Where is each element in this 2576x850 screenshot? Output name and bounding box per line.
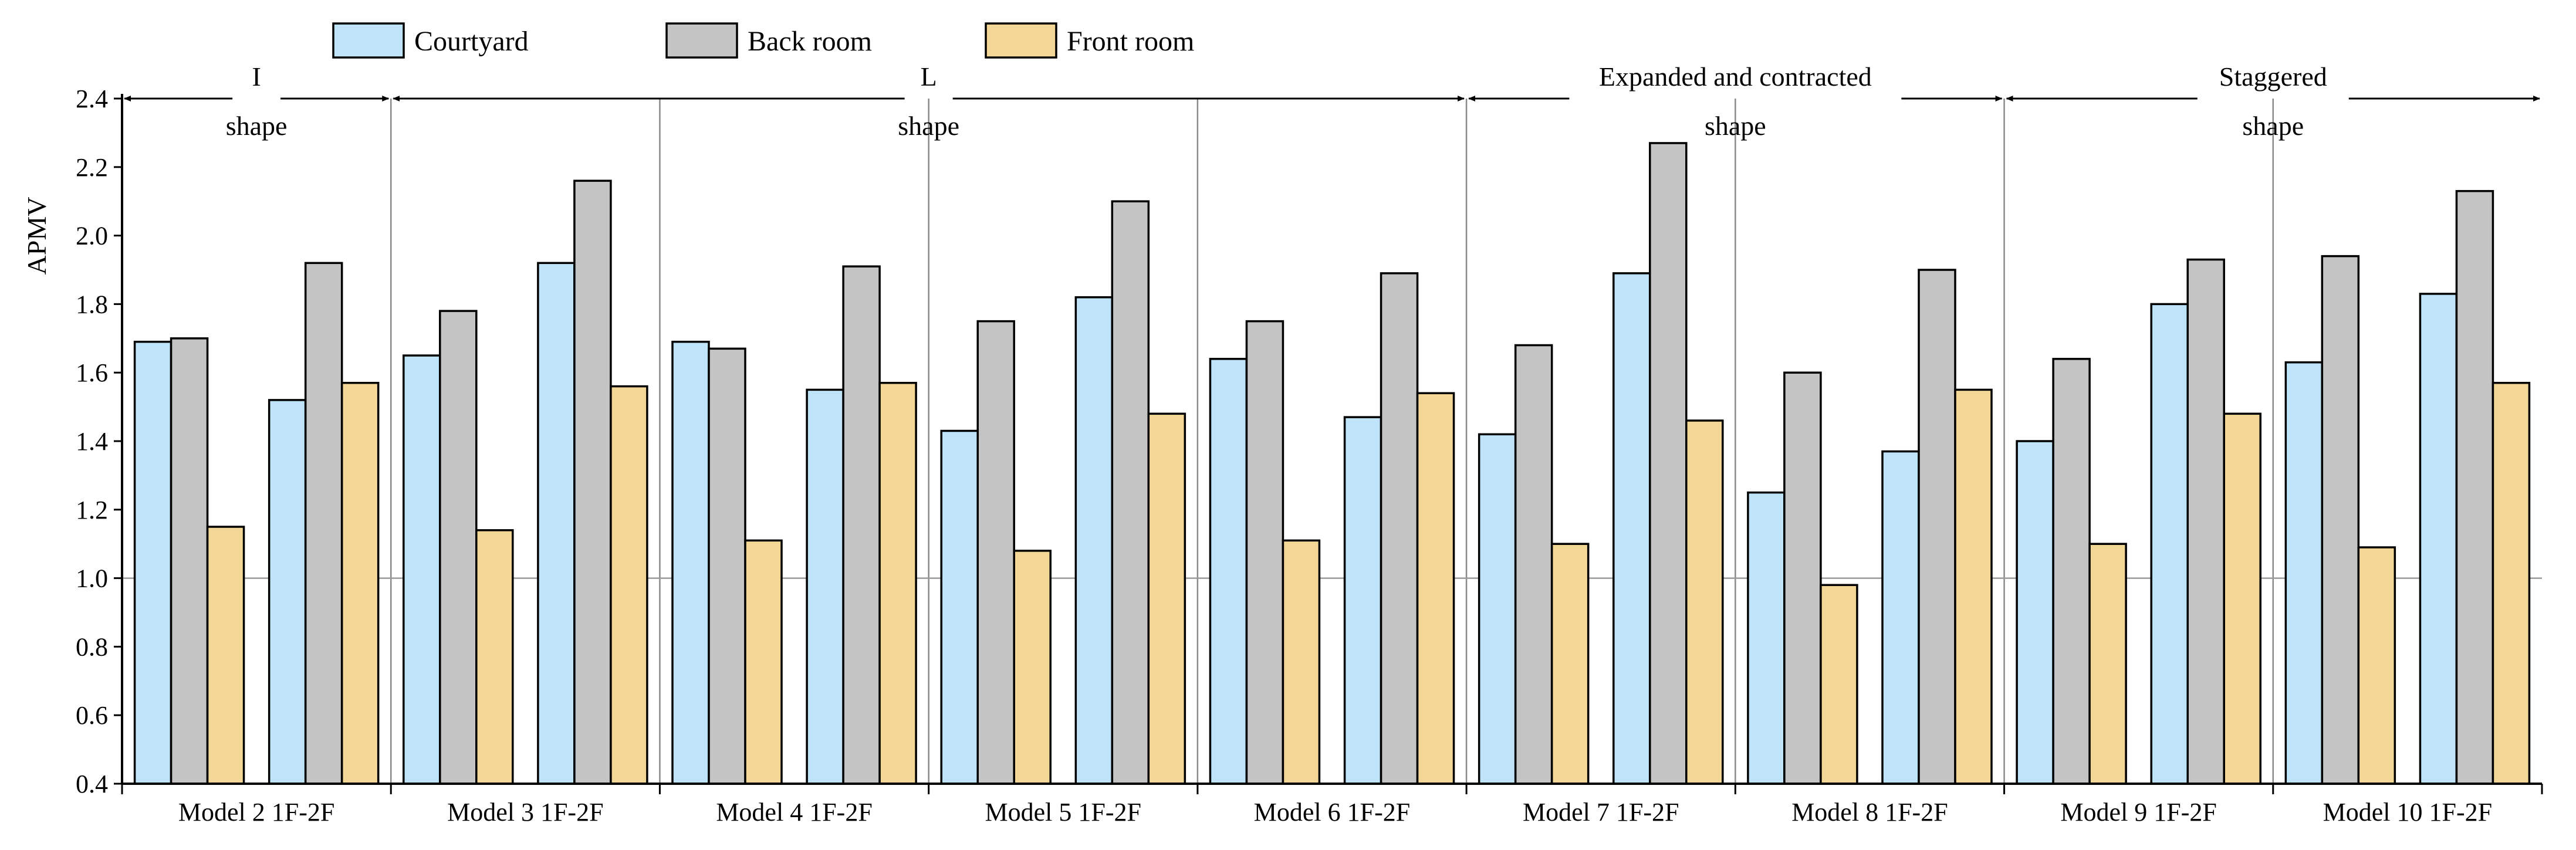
bar-back-room-1f [439,310,478,785]
bar-back-room-2f [573,180,612,785]
bar-front-room-1f [475,529,514,785]
bar-courtyard-1f [940,429,979,785]
bar-back-room-1f [1783,371,1822,785]
y-tick-label: 2.2 [76,153,108,182]
bar-courtyard-2f [2150,303,2189,785]
bar-courtyard-1f [403,354,441,785]
group-label: I [252,62,261,92]
bar-front-room-1f [1820,584,1858,785]
legend-label: Back room [748,26,872,57]
bar-courtyard-1f [2284,361,2324,785]
y-tick-label: 1.2 [76,496,108,524]
bar-courtyard-2f [2419,293,2458,785]
bar-front-room-2f [2223,412,2261,785]
group-label-sub: shape [226,111,288,141]
bar-courtyard-2f [1881,450,1920,785]
bar-courtyard-1f [2016,440,2054,785]
x-tick-label: Model 4 1F-2F [716,798,872,827]
bar-courtyard-2f [1612,272,1651,785]
bar-front-room-2f [610,385,648,785]
bar-front-room-1f [1282,539,1321,785]
group-label-sub: shape [2242,111,2304,141]
bar-back-room-2f [2186,258,2225,785]
y-tick-label: 1.4 [76,427,108,456]
bar-front-room-2f [1954,388,1993,785]
y-tick-label: 2.0 [76,222,108,250]
bar-front-room-2f [878,381,917,785]
bar-courtyard-2f [537,262,576,785]
y-tick-label: 0.6 [76,701,108,730]
y-tick-label: 1.8 [76,290,108,319]
y-tick-label: 0.4 [76,770,108,798]
bar-courtyard-1f [1478,433,1517,785]
bar-front-room-1f [2357,546,2396,785]
bar-back-room-2f [1380,272,1419,785]
group-label-sub: shape [898,111,959,141]
bar-courtyard-2f [1343,416,1382,785]
bar-courtyard-2f [1074,296,1114,785]
bar-front-room-1f [2088,543,2127,785]
bar-back-room-2f [1649,142,1688,785]
legend-swatch [332,22,405,59]
bar-front-room-1f [1550,543,1590,785]
legend-swatch [665,22,738,59]
y-axis-label: APMV [22,197,52,275]
x-tick-label: Model 10 1F-2F [2323,798,2492,827]
bar-front-room-1f [744,539,783,785]
bar-front-room-1f [206,526,245,785]
bar-back-room-2f [304,262,343,785]
y-tick-label: 1.6 [76,358,108,387]
group-label: L [921,62,937,92]
bar-back-room-1f [1514,344,1553,785]
bar-back-room-1f [708,347,746,785]
bar-back-room-1f [2052,358,2091,785]
bar-front-room-2f [1416,392,1455,785]
bar-front-room-2f [340,381,380,785]
bar-back-room-1f [2321,255,2360,785]
x-tick-label: Model 2 1F-2F [178,798,334,827]
group-label: Expanded and contracted [1599,62,1872,92]
bar-back-room-1f [170,337,209,785]
bar-back-room-2f [2455,189,2494,785]
legend-swatch [985,22,1057,59]
bar-front-room-2f [1147,412,1186,785]
group-label-sub: shape [1705,111,1766,141]
x-tick-label: Model 9 1F-2F [2060,798,2216,827]
bar-courtyard-2f [268,399,307,785]
bar-back-room-2f [842,265,881,785]
y-tick-label: 1.0 [76,564,108,593]
x-tick-label: Model 5 1F-2F [985,798,1141,827]
x-tick-label: Model 8 1F-2F [1791,798,1948,827]
bar-back-room-1f [976,320,1015,785]
bar-back-room-2f [1918,269,1956,785]
bar-courtyard-1f [133,340,173,785]
y-tick-label: 2.4 [76,84,108,113]
bar-back-room-2f [1111,200,1150,785]
x-tick-label: Model 3 1F-2F [447,798,603,827]
x-tick-label: Model 7 1F-2F [1523,798,1679,827]
bar-courtyard-1f [1747,491,1786,785]
legend-label: Courtyard [414,26,529,57]
bar-front-room-2f [2492,381,2531,785]
bar-back-room-1f [1245,320,1284,785]
bar-front-room-1f [1013,550,1052,785]
bar-courtyard-1f [1209,358,1248,785]
legend-label: Front room [1067,26,1194,57]
x-tick-label: Model 6 1F-2F [1254,798,1410,827]
bar-front-room-2f [1685,419,1724,785]
bar-courtyard-1f [671,340,710,785]
y-tick-label: 0.8 [76,632,108,661]
bar-courtyard-2f [806,388,844,785]
group-label: Staggered [2219,62,2327,92]
